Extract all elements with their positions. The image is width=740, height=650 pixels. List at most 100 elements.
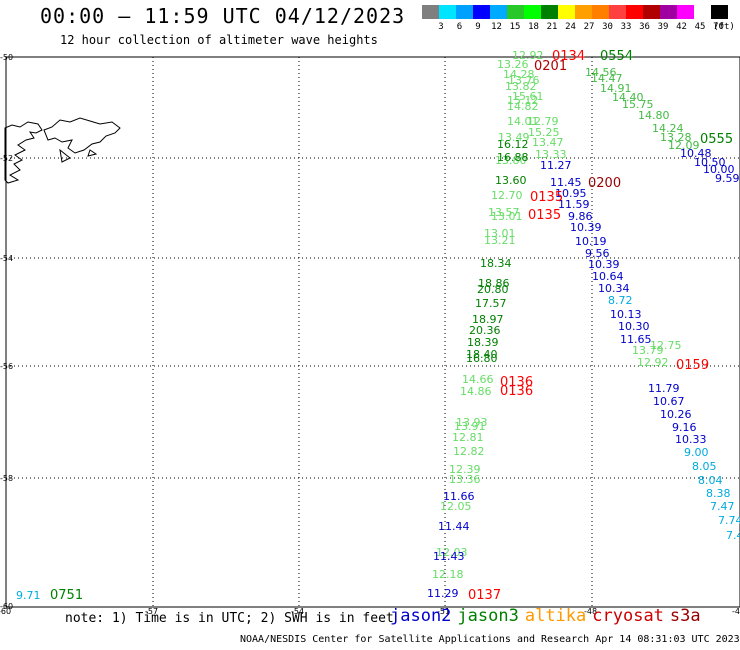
swh-value-light: 14.01 [507, 115, 539, 128]
swh-value-light: 13.49 [498, 131, 530, 144]
axis-labels: -50 -52 -54 -56 -58 -60-60 -57 -54 -51 -48 -45 [0, 53, 740, 616]
swh-value-light: 14.28 [503, 68, 535, 81]
satellite-jason3: jason3 [457, 606, 519, 626]
swh-value-light: 12.92 [637, 356, 669, 369]
satellite-altika: altika [524, 606, 587, 626]
swh-value-light: 13.80 [495, 154, 527, 167]
color-swatch [694, 5, 711, 19]
pass-time-red: 0137 [468, 588, 501, 603]
color-scale-label: 15 [509, 22, 521, 32]
swh-value-blue: 9.59 [715, 172, 740, 185]
latitude-label: -50 [0, 53, 13, 62]
latitude-label: -56 [0, 362, 13, 371]
swh-value-cyan: 9.71 [16, 589, 41, 602]
legend-note: note: 1) Time is in UTC; 2) SWH is in fe… [65, 611, 394, 626]
color-swatch [558, 5, 575, 19]
swh-value-light: 12.75 [650, 339, 682, 352]
swh-value-blue: 10.64 [592, 270, 624, 283]
swh-value-dark: 16.88 [497, 151, 529, 164]
swh-value-light: 13.26 [497, 58, 529, 71]
swh-value-dark: 13.60 [495, 174, 527, 187]
pass-time-green: 0751 [50, 588, 83, 603]
swh-value-light: 12.39 [449, 463, 481, 476]
swh-value-blue: 9.86 [568, 210, 593, 223]
swh-value-dark: 17.57 [475, 297, 507, 310]
swh-value-mid: 13.28 [660, 131, 692, 144]
swh-value-dark: 18.86 [478, 277, 510, 290]
color-swatch [609, 5, 626, 19]
swh-value-blue: 11.79 [648, 382, 680, 395]
swh-value-blue: 10.00 [703, 163, 735, 176]
color-swatch [456, 5, 473, 19]
color-swatch [626, 5, 643, 19]
swh-value-cyan: 9.00 [684, 446, 709, 459]
longitude-label: -45 [732, 607, 740, 616]
swh-value-mid: 14.24 [652, 122, 684, 135]
pass-time-green: 0554 [600, 49, 633, 64]
swh-value-blue: 11.45 [550, 176, 582, 189]
color-swatch [473, 5, 490, 19]
color-scale-label: 21 [546, 22, 558, 32]
satellite-jason2: jason2 [390, 606, 452, 626]
swh-value-light: 13.21 [484, 234, 516, 247]
swh-value-mid: 14.47 [591, 72, 623, 85]
swh-value-light: 12.03 [436, 546, 468, 559]
swh-value-blue: 11.27 [540, 159, 572, 172]
color-swatch [677, 5, 694, 19]
swh-value-light: 13.01 [491, 210, 523, 223]
swh-value-blue: 11.29 [427, 587, 459, 600]
color-swatch [711, 5, 728, 19]
color-scale-label: 6 [456, 22, 463, 32]
color-swatch [643, 5, 660, 19]
color-swatch [524, 5, 541, 19]
swh-value-light: 13.33 [535, 148, 567, 161]
color-scale-label: 9 [475, 22, 481, 32]
swh-value-light: 12.05 [440, 500, 472, 513]
swh-value-light: 14.82 [507, 100, 539, 113]
swh-value-blue: 11.65 [620, 333, 652, 346]
swh-value-blue: 10.13 [610, 308, 642, 321]
swh-value-light: 12.81 [452, 431, 484, 444]
swh-value-dark: 18.39 [467, 336, 499, 349]
swh-value-light: 13.82 [505, 80, 537, 93]
color-scale-label: 27 [583, 22, 595, 32]
color-scale-label: 42 [676, 22, 687, 32]
satellite-cryosat: cryosat [592, 606, 664, 626]
pass-time-red: 0136 [500, 375, 533, 390]
swh-value-cyan: 8.38 [706, 487, 731, 500]
map-frame [5, 56, 740, 608]
color-scale-label: 12 [491, 22, 502, 32]
swh-value-blue: 9.16 [672, 421, 697, 434]
swh-value-light: 14.66 [462, 373, 494, 386]
color-scale-label: 39 [657, 22, 669, 32]
color-swatch [422, 5, 439, 19]
swh-value-blue: 11.44 [438, 520, 470, 533]
longitude-label: -54 [291, 607, 304, 616]
swh-value-cyan: 7.47 [710, 500, 735, 513]
longitude-label: -60 [0, 607, 11, 616]
swh-value-blue: 10.67 [653, 395, 685, 408]
pass-time-darkred: 0200 [588, 176, 621, 191]
color-swatch [490, 5, 507, 19]
color-scale-label: 33 [620, 22, 632, 32]
swh-value-dark: 16.80 [466, 352, 498, 365]
falkland-islands-coastline [4, 117, 121, 184]
altimeter-tracks: 12.9213.2614.2813.7613.8214.8215.6115.12… [16, 49, 740, 603]
swh-value-blue: 10.30 [618, 320, 650, 333]
pass-time-red: 0135 [530, 190, 563, 205]
swh-value-dark: 18.97 [472, 313, 504, 326]
swh-value-light: 12.82 [453, 445, 485, 458]
swh-value-blue: 10.34 [598, 282, 630, 295]
swh-value-dark: 18.40 [466, 348, 498, 361]
swh-value-light: 13.47 [532, 136, 564, 149]
color-swatch [507, 5, 524, 19]
color-swatch [592, 5, 609, 19]
swh-value-blue: 10.95 [555, 187, 587, 200]
color-swatch [575, 5, 592, 19]
color-scale-label: 45 [694, 22, 706, 32]
swh-value-blue: 10.26 [660, 408, 692, 421]
swh-value-blue: 11.59 [558, 198, 590, 211]
color-scale-label: 30 [602, 22, 613, 32]
color-swatch [660, 5, 677, 19]
